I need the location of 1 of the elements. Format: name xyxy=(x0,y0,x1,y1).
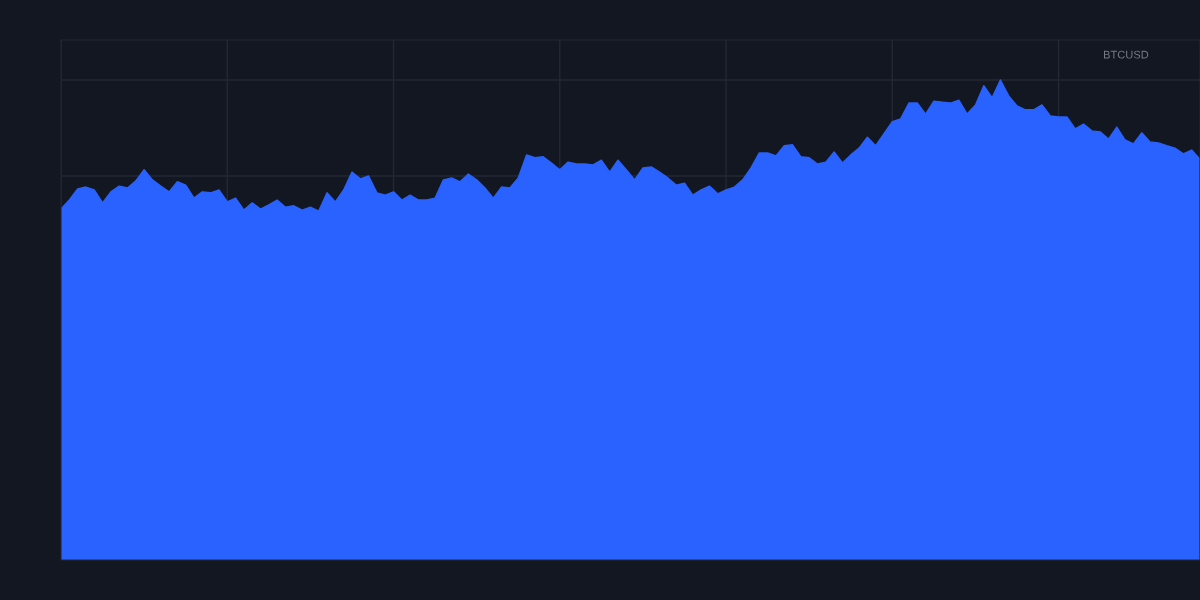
text: BTCUSD xyxy=(1103,50,1149,59)
